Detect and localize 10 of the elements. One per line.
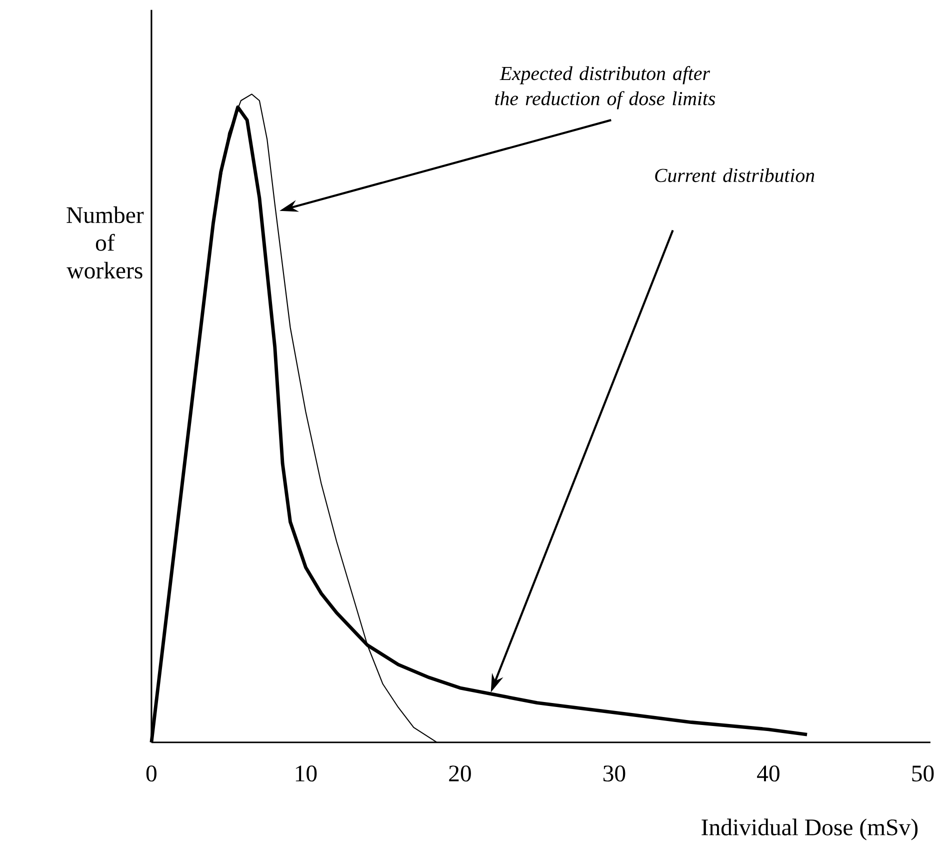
annotation: Current distribution	[655, 168, 814, 182]
x-tick-label: 10	[296, 765, 317, 782]
x-tick-label: 0	[146, 765, 156, 782]
x-tick-label: 20	[449, 765, 471, 782]
x-tick-label: 30	[603, 765, 626, 782]
x-tick-label: 50	[912, 765, 934, 782]
y-axis-title: Number of workers	[66, 206, 144, 278]
x-axis-title: Individual Dose (mSv)	[702, 818, 918, 840]
annotation: Expected distributon after the reduction of dose limits	[495, 66, 716, 110]
x-tick-label: 40	[757, 765, 780, 782]
